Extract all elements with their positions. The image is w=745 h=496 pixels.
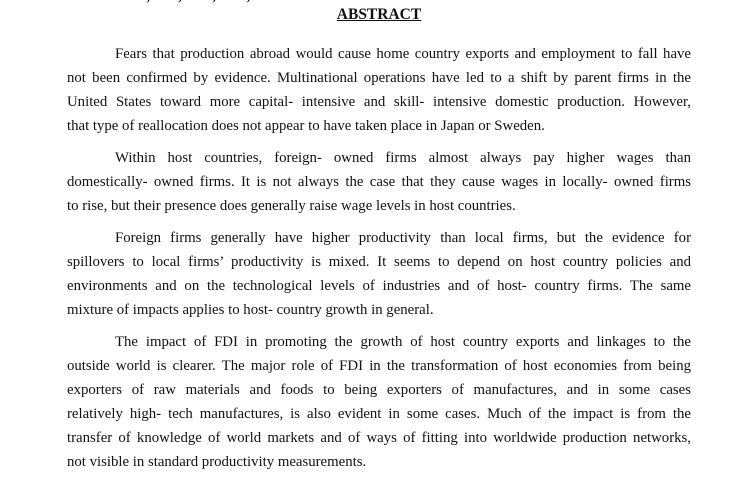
paragraph: Foreign firms generally have higher prod… <box>67 226 691 322</box>
text-line: to rise, but their presence does general… <box>67 198 516 214</box>
text-line: mixture of impacts applies to host- coun… <box>67 302 434 318</box>
paragraph: Within host countries, foreign- owned fi… <box>67 146 691 218</box>
paragraph: The impact of FDI in promoting the growt… <box>67 330 691 474</box>
section-title: ABSTRACT <box>336 6 422 23</box>
text-line: exporters of raw materials and foods to … <box>67 382 691 398</box>
text-line: relatively high- tech manufactures, is a… <box>67 406 691 422</box>
text-line: Fears that production abroad would cause… <box>115 46 691 62</box>
text-line: outside world is clearer. The major role… <box>67 358 691 374</box>
text-line: not been confirmed by evidence. Multinat… <box>67 70 691 86</box>
abstract-body: Fears that production abroad would cause… <box>67 42 691 482</box>
text-line: not visible in standard productivity mea… <box>67 454 367 470</box>
text-line: The impact of FDI in promoting the growt… <box>115 334 691 350</box>
text-line: Foreign firms generally have higher prod… <box>115 230 691 246</box>
text-line: spillovers to local firms’ productivity … <box>67 254 691 270</box>
jel-codes: JEL No. F21, F23, O01, O03, O04 <box>66 0 281 5</box>
text-line: that type of reallocation does not appea… <box>67 118 545 134</box>
paragraph: Fears that production abroad would cause… <box>67 42 691 138</box>
text-line: environments and on the technological le… <box>67 278 691 294</box>
text-line: transfer of knowledge of world markets a… <box>67 430 691 446</box>
text-line: domestically- owned firms. It is not alw… <box>67 174 691 190</box>
text-line: Within host countries, foreign- owned fi… <box>115 150 691 166</box>
text-line: United States toward more capital- inten… <box>67 94 691 110</box>
